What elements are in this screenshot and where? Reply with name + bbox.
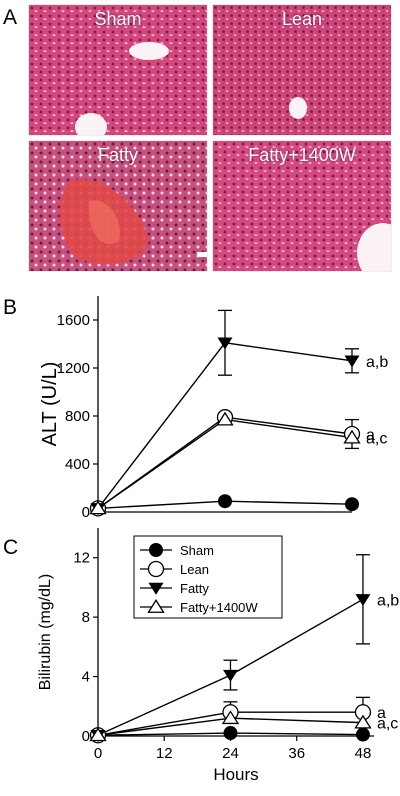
- x-tick-label: 12: [156, 745, 173, 762]
- significance-label: a,c: [366, 431, 387, 448]
- significance-label: a: [377, 705, 386, 722]
- data-point: [148, 582, 164, 595]
- legend-label: Lean: [180, 562, 209, 577]
- data-point: [354, 714, 372, 729]
- y-tick-label: 0: [82, 504, 90, 521]
- histology-image-lean: Lean: [212, 4, 392, 136]
- data-point: [147, 599, 165, 613]
- legend-label: Sham: [180, 543, 214, 558]
- significance-label: a,b: [366, 354, 388, 371]
- legend-label: Fatty+1400W: [180, 600, 258, 615]
- x-axis-label: Hours: [213, 765, 258, 784]
- vessel: [289, 97, 307, 119]
- data-point: [216, 411, 234, 426]
- x-tick-label: 48: [355, 745, 372, 762]
- data-point: [149, 543, 163, 557]
- data-point: [218, 494, 232, 509]
- data-point: [355, 594, 371, 607]
- data-point: [89, 500, 107, 515]
- tissue-texture: [29, 141, 207, 271]
- histology-image-fatty-1400w: Fatty+1400W: [212, 140, 392, 272]
- data-point: [343, 429, 361, 444]
- vessel: [129, 42, 169, 60]
- y-tick-label: 4: [82, 669, 90, 686]
- histology-label-sham: Sham: [94, 9, 142, 29]
- panel-label-a: A: [3, 6, 18, 29]
- y-tick-label: 1600: [57, 312, 90, 329]
- y-tick-label: 8: [82, 609, 90, 626]
- data-point: [344, 355, 360, 368]
- scale-bar: [197, 252, 207, 257]
- panel-label-b: B: [3, 296, 18, 319]
- data-point: [221, 710, 240, 725]
- tissue-texture: [29, 5, 207, 135]
- y-tick-label: 12: [73, 550, 90, 567]
- y-tick-label: 800: [65, 408, 90, 425]
- histology-image-sham: Sham: [28, 4, 208, 136]
- y-tick-label: 0: [82, 728, 90, 745]
- x-tick-label: 36: [288, 745, 305, 762]
- tissue-texture: [213, 141, 391, 271]
- histology-label-fatty-1400w: Fatty+1400W: [248, 145, 356, 165]
- data-point: [345, 497, 359, 512]
- y-tick-label: 400: [65, 456, 90, 473]
- histology-label-fatty: Fatty: [97, 145, 138, 165]
- x-tick-label: 24: [222, 745, 239, 762]
- vessel: [75, 113, 107, 135]
- histology-label-lean: Lean: [281, 9, 323, 29]
- y-axis-label: ALT (U/L): [39, 362, 61, 447]
- data-point: [223, 726, 238, 741]
- histology-image-fatty: Fatty: [28, 140, 208, 272]
- significance-label: a,c: [377, 716, 398, 733]
- hemorrhage-area: [88, 200, 120, 245]
- data-point: [89, 727, 107, 742]
- y-tick-label: 1200: [57, 360, 90, 377]
- tissue-texture: [213, 5, 391, 135]
- legend-label: Fatty: [180, 581, 209, 596]
- data-point: [217, 337, 233, 350]
- alt-chart: 0 400 800 1200 1600 ALT (U/L) a a,b a,c: [39, 296, 388, 521]
- x-tick-label: 0: [94, 745, 102, 762]
- vessel: [357, 223, 391, 271]
- data-point: [222, 669, 238, 682]
- data-point: [147, 560, 165, 578]
- data-point: [355, 727, 370, 742]
- panel-label-c: C: [3, 536, 19, 559]
- significance-label: a,b: [377, 592, 399, 609]
- significance-label: a: [366, 427, 375, 444]
- y-axis-label: Bilirubin (mg/dL): [37, 574, 54, 690]
